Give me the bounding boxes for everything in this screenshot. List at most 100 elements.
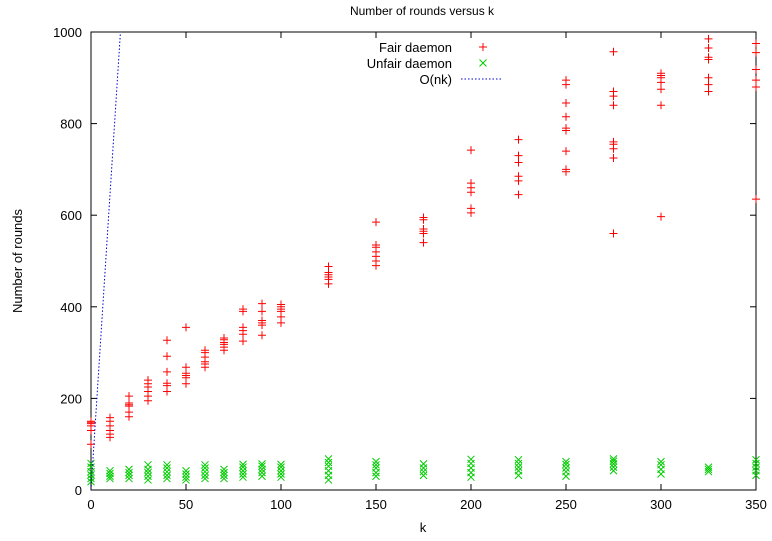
unfair-point: [125, 468, 133, 477]
legend-key-fair: [479, 43, 487, 51]
fair-point: [258, 316, 266, 325]
unfair-point: [609, 463, 618, 471]
fair-point: [752, 82, 760, 91]
legend-label-onk: O(nk): [420, 72, 453, 87]
unfair-point: [144, 472, 152, 481]
fair-point: [752, 76, 760, 85]
fair-point: [87, 417, 95, 426]
fair-point: [704, 73, 713, 82]
fair-point: [258, 307, 266, 316]
unfair-point: [239, 466, 247, 475]
fair-point: [201, 346, 209, 355]
legend: Fair daemon Unfair daemon O(nk): [367, 40, 501, 87]
fair-point: [562, 147, 570, 156]
chart-title: Number of rounds versus k: [350, 4, 495, 18]
fair-point: [163, 379, 171, 388]
fair-point: [514, 151, 523, 160]
legend-label-unfair: Unfair daemon: [367, 56, 452, 71]
unfair-point: [372, 457, 380, 466]
fair-point: [657, 101, 665, 110]
unfair-point: [419, 460, 428, 468]
unfair-point: [324, 462, 333, 471]
fair-point: [467, 179, 475, 188]
onk-line: [91, 32, 121, 490]
unfair-point: [239, 473, 247, 482]
unfair-point: [752, 455, 760, 464]
unfair-point: [562, 457, 570, 466]
fair-point: [609, 229, 618, 238]
fair-point: [609, 47, 618, 56]
unfair-point: [201, 460, 209, 469]
unfair-point: [752, 463, 760, 471]
legend-label-fair: Fair daemon: [379, 40, 452, 55]
unfair-point: [220, 474, 228, 483]
x-tick-label: 350: [745, 497, 767, 512]
unfair-point: [201, 474, 209, 483]
unfair-point: [182, 466, 190, 475]
unfair-point: [106, 466, 114, 475]
unfair-point: [467, 459, 475, 468]
fair-point: [239, 305, 247, 314]
fair-point: [372, 240, 380, 249]
fair-point: [609, 87, 618, 96]
fair-point: [220, 333, 228, 342]
unfair-point: [87, 474, 95, 483]
unfair-point: [239, 470, 247, 478]
fair-point: [258, 331, 266, 340]
unfair-point: [87, 463, 95, 471]
unfair-point: [752, 459, 760, 468]
unfair-point: [419, 464, 428, 472]
fair-point: [258, 299, 266, 308]
unfair-point: [201, 467, 209, 476]
unfair-point: [514, 459, 523, 468]
fair-point: [277, 300, 285, 309]
fair-point: [182, 323, 190, 332]
fair-point: [163, 336, 171, 345]
fair-point: [514, 158, 523, 167]
unfair-point: [220, 468, 228, 477]
unfair-point: [163, 474, 171, 483]
unfair-point: [163, 460, 171, 469]
fair-point: [657, 212, 665, 221]
unfair-point: [704, 463, 713, 471]
y-tick-label: 0: [75, 483, 82, 498]
unfair-point: [220, 465, 228, 474]
fair-point: [609, 153, 618, 162]
unfair-point: [201, 471, 209, 480]
unfair-point: [163, 464, 171, 472]
unfair-point: [239, 460, 247, 469]
fair-point: [467, 146, 475, 155]
unfair-point: [163, 467, 171, 476]
unfair-point: [87, 477, 95, 486]
unfair-point: [258, 472, 266, 481]
fair-point: [562, 124, 570, 133]
legend-key-unfair: [479, 59, 487, 67]
series-layer: [87, 32, 760, 490]
fair-point: [704, 87, 713, 96]
unfair-point: [609, 455, 618, 463]
y-tick-label: 200: [60, 391, 82, 406]
fair-point: [125, 392, 133, 401]
unfair-point: [562, 460, 570, 469]
fair-point: [752, 39, 760, 48]
unfair-point: [125, 471, 133, 480]
fair-point: [704, 53, 713, 62]
fair-point: [704, 44, 713, 53]
fair-point: [419, 238, 428, 247]
fair-point: [657, 69, 665, 78]
y-tick-labels: 0 200 400 600 800 1000: [53, 25, 82, 498]
fair-point: [704, 80, 713, 89]
unfair-point: [125, 465, 133, 474]
fair-point: [419, 224, 428, 233]
fair-point: [609, 101, 618, 110]
unfair-point: [106, 469, 114, 478]
fair-point: [752, 195, 760, 204]
fair-point: [562, 76, 570, 85]
unfair-point: [87, 471, 95, 479]
x-tick-labels: 0 50 100 150 200 250 300 350: [87, 497, 766, 512]
fair-point: [467, 204, 475, 213]
fair-point: [163, 367, 171, 376]
unfair-point: [144, 476, 152, 484]
fair-point: [752, 65, 760, 74]
fair-point: [239, 337, 247, 346]
